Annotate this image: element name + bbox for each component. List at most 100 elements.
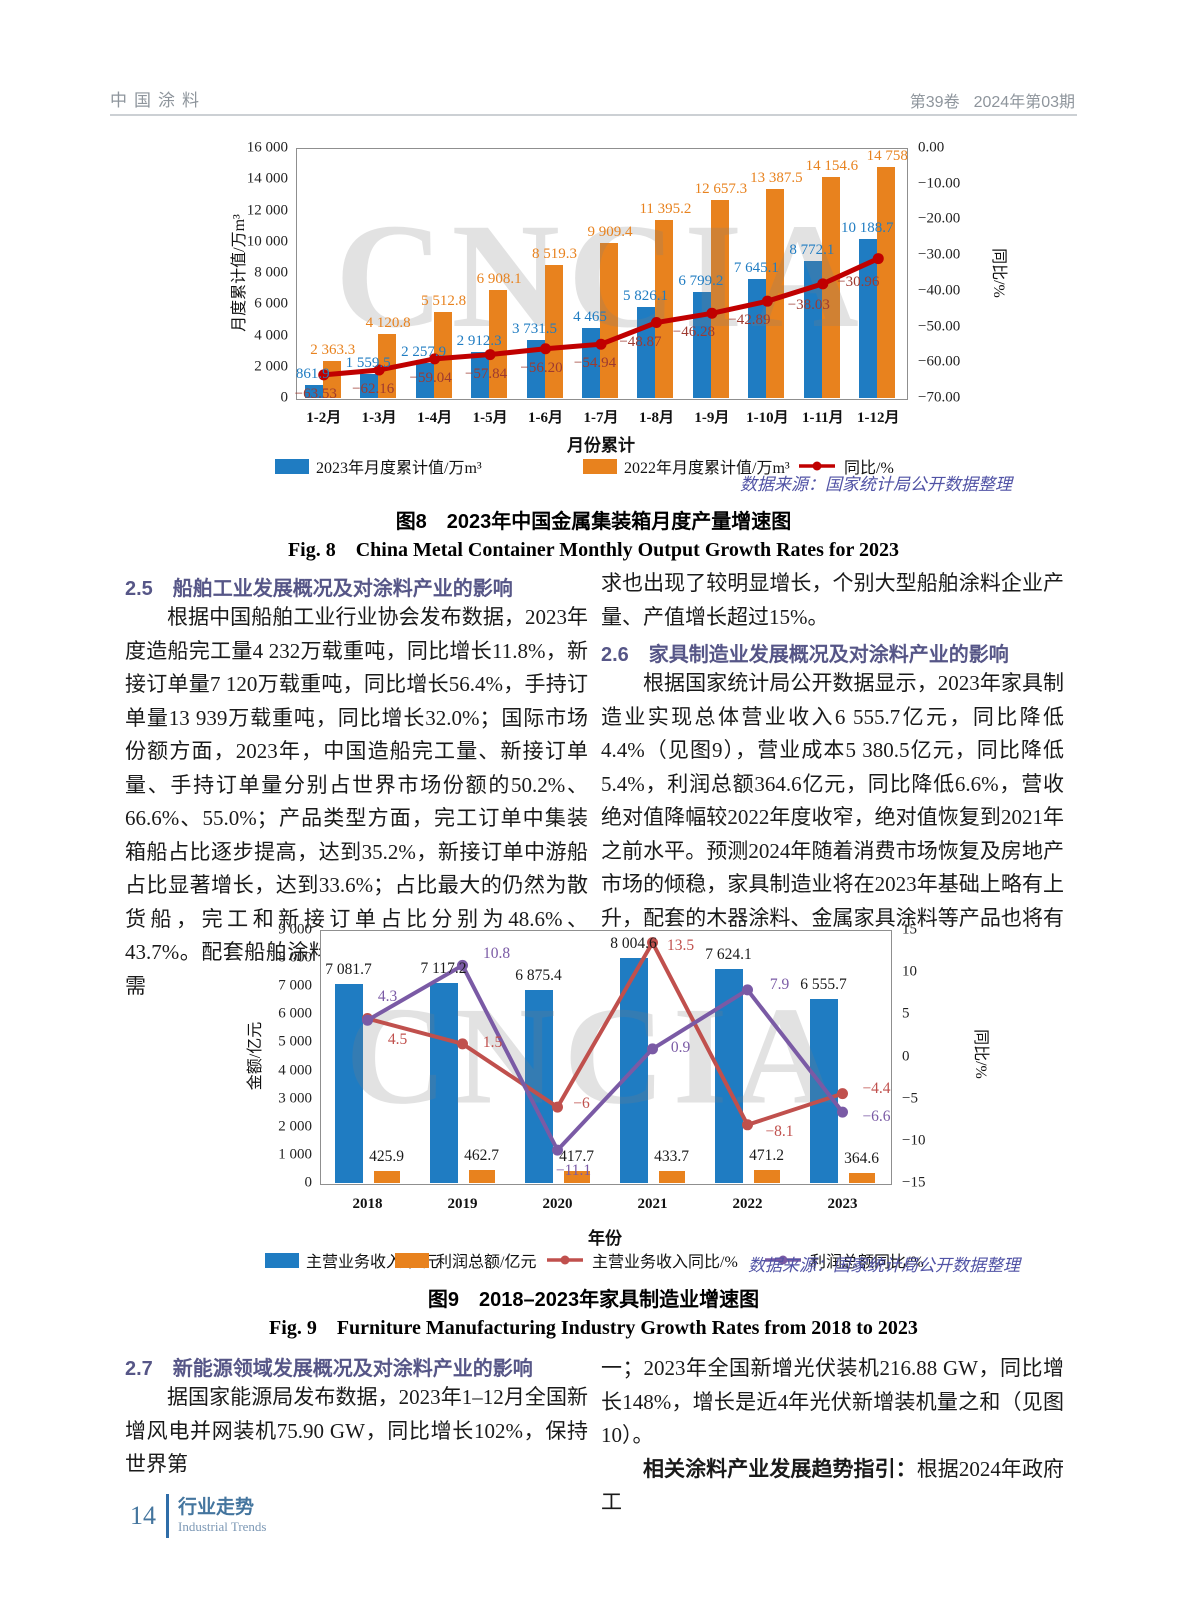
volume-issue: 第39卷 2024年第03期 <box>896 88 1075 112</box>
legend-label: 利润总额同比/% <box>810 1254 924 1271</box>
line-value-label: −6 <box>573 1095 590 1113</box>
bar-value-label: 6 875.4 <box>515 966 562 984</box>
y-axis-tick: 10 000 <box>246 233 288 250</box>
legend-line-marker <box>799 461 835 471</box>
bar-value-label: 6 555.7 <box>800 975 847 993</box>
bar-value-label: 433.7 <box>654 1147 689 1165</box>
bar-value-label: 12 657.3 <box>694 181 748 198</box>
bar-primary <box>334 983 363 1183</box>
y2-axis-tick: 10 <box>902 963 917 980</box>
legend-label: 2022年月度累计值/万m³ <box>624 460 790 477</box>
fig8-caption-en: Fig. 8 China Metal Container Monthly Out… <box>287 539 900 561</box>
y-axis-tick: 4 000 <box>278 1062 312 1079</box>
y-axis-tick: 4 000 <box>254 327 288 343</box>
line-series-layer <box>362 937 848 1156</box>
x-axis-title: 年份 <box>588 1229 622 1248</box>
legend-label: 2023年月度累计值/万m³ <box>316 460 482 477</box>
y-axis-title: 月度累计值/万m³ <box>231 214 248 332</box>
bar-value-label: 1 559.5 <box>345 354 391 371</box>
bar-primary <box>714 968 743 1183</box>
legend-label: 主营业务收入同比/% <box>592 1254 738 1271</box>
legend-item: 同比/% <box>797 454 894 478</box>
bar-value-label: 8 519.3 <box>532 245 578 262</box>
bar-value-label: 5 826.1 <box>622 287 668 304</box>
bar-secondary <box>563 1171 590 1183</box>
bar-secondary <box>710 200 729 398</box>
bar-value-label: 425.9 <box>369 1148 404 1166</box>
x-axis-tick: 1-3月 <box>361 410 397 426</box>
line-value-label: −48.87 <box>619 333 662 350</box>
bar-value-label: 7 645.1 <box>733 259 779 276</box>
bar-value-label: 9 909.4 <box>587 224 633 241</box>
legend-swatch <box>275 458 309 474</box>
bar-value-label: 462.7 <box>464 1146 499 1164</box>
trend-guide-text: 根据2024年政府工 <box>601 1456 1065 1515</box>
bar-value-label: 2 912.3 <box>456 333 502 350</box>
y2-axis-tick: −20.00 <box>918 210 961 227</box>
footer-divider <box>166 1494 169 1538</box>
para-2-7-right-2: 相关涂料产业发展趋势指引：根据2024年政府工 <box>601 1453 1064 1520</box>
volume: 第39卷 <box>909 94 960 111</box>
bar-primary <box>360 373 379 398</box>
x-axis-tick: 1-4月 <box>417 410 453 426</box>
legend-item: 利润总额/亿元 <box>395 1248 536 1272</box>
header-rule <box>110 114 1077 116</box>
x-axis-tick: 1-2月 <box>306 410 342 426</box>
bar-value-label: 7 117.2 <box>420 959 467 977</box>
line-value-label: −46.28 <box>672 324 716 341</box>
y2-axis-tick: 15 <box>902 921 917 938</box>
y-axis-title: 金额/亿元 <box>247 1021 264 1091</box>
bar-value-label: 7 624.1 <box>705 945 752 963</box>
bar-primary <box>692 291 711 398</box>
y-axis-tick: 0 <box>304 1174 313 1191</box>
y-axis-tick: 16 000 <box>246 139 288 156</box>
page-number: 14 <box>130 1501 156 1530</box>
chart-fig9: 0 1 000 2 000 3 000 4 000 5 000 6 000 7 000 8 00… <box>125 896 1065 1272</box>
bar-value-label: 10 188.7 <box>841 219 894 236</box>
y2-axis-tick: 0.00 <box>918 139 945 156</box>
bar-value-label: 2 363.3 <box>310 342 356 359</box>
line-value-label: 0.9 <box>670 1038 691 1056</box>
legend-item: 主营业务收入同比/% <box>545 1248 738 1272</box>
line-value-label: −30.96 <box>837 273 880 290</box>
para-2-7-left: 据国家能源局发布数据，2023年1–12月全国新增风电并网装机75.90 GW，… <box>125 1385 588 1476</box>
line-value-label: −42.89 <box>728 312 771 329</box>
bar-secondary <box>753 1169 780 1183</box>
y2-axis-tick: −15 <box>902 1174 926 1191</box>
line-value-label: 4.5 <box>387 1030 408 1048</box>
x-axis-tick: 2020 <box>542 1196 573 1212</box>
x-axis-tick: 1-9月 <box>694 410 730 426</box>
x-axis-tick: 1-6月 <box>528 410 564 426</box>
y-axis-tick: 0 <box>280 389 289 406</box>
x-axis-title: 月份累计 <box>567 436 635 455</box>
x-axis-tick: 1-7月 <box>583 410 619 426</box>
bar-secondary <box>766 188 785 398</box>
bar-value-label: 471.2 <box>749 1146 784 1164</box>
line-value-label: −59.04 <box>409 369 452 386</box>
bar-value-label: 364.6 <box>844 1149 879 1167</box>
line-value-label: −56.20 <box>520 359 563 376</box>
legend-label: 利润总额/亿元 <box>436 1254 537 1271</box>
legend-swatch <box>265 1252 299 1268</box>
y2-axis-tick: −30.00 <box>918 246 961 263</box>
line-value-label: 4.3 <box>377 988 398 1006</box>
y-axis-tick: 12 000 <box>246 202 288 218</box>
bar-secondary <box>322 361 341 398</box>
y2-axis-tick: −40.00 <box>918 282 961 299</box>
line-series-layer <box>318 253 884 381</box>
line-value-label: −11.1 <box>555 1162 592 1180</box>
col-left-2-7: 据国家能源局发布数据，2023年1–12月全国新增风电并网装机75.90 GW，… <box>125 1381 588 1482</box>
line-value-label: 7.9 <box>769 975 790 993</box>
bar-value-label: 8 772.1 <box>789 241 835 258</box>
legend-swatch <box>395 1252 429 1268</box>
bar-value-label: 6 799.2 <box>678 272 724 289</box>
bar-value-label: 7 081.7 <box>325 960 372 978</box>
col-right-2-7: 一；2023年全国新增光伏装机216.88 GW，同比增长148%，增长是近4年… <box>601 1352 1064 1520</box>
bar-primary <box>304 384 323 398</box>
bar-secondary <box>600 243 618 398</box>
x-axis-tick: 2023 <box>827 1196 858 1212</box>
para-2-5-cont: 求也出现了较明显增长，个别大型船舶涂料企业产量、产值增长超过15%。 <box>601 571 1064 629</box>
x-axis-tick: 2018 <box>352 1196 383 1212</box>
footer-label-en: Industrial Trends <box>178 1519 267 1534</box>
bar-value-label: 4 120.8 <box>365 314 411 331</box>
